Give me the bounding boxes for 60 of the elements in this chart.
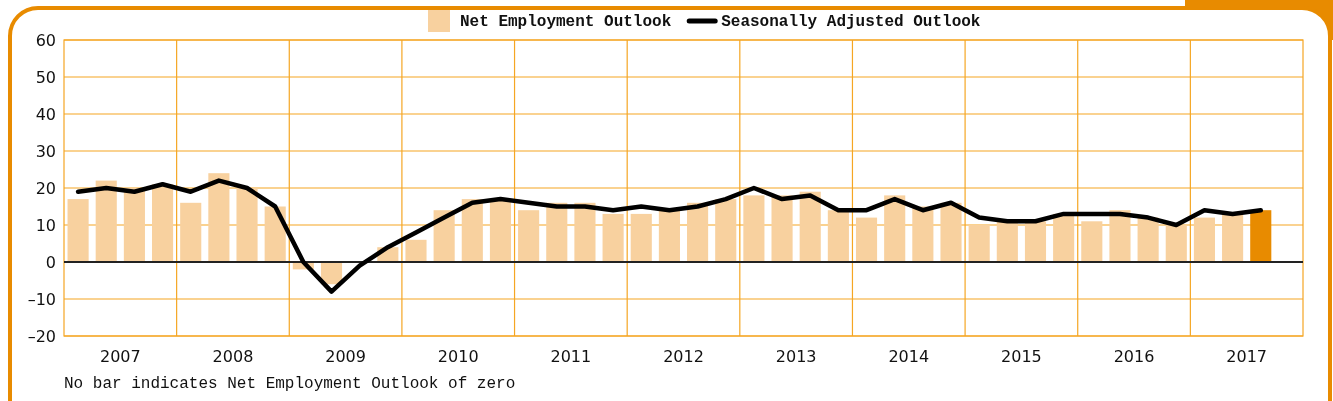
bar xyxy=(968,225,990,262)
bar xyxy=(658,210,680,262)
legend-label: Net Employment Outlook xyxy=(460,13,672,31)
bar xyxy=(180,202,202,262)
x-tick-label: 2009 xyxy=(325,347,366,366)
x-tick-label: 2014 xyxy=(888,347,930,366)
bar xyxy=(1109,210,1131,262)
bar xyxy=(912,206,934,262)
y-tick-label: 10 xyxy=(35,215,56,235)
y-tick-label: 0 xyxy=(45,252,56,272)
bar xyxy=(95,180,117,262)
bar xyxy=(1250,210,1272,262)
x-tick-label: 2013 xyxy=(775,347,817,366)
bar xyxy=(827,210,849,262)
bar xyxy=(1165,225,1187,262)
bar xyxy=(1053,213,1075,262)
text: No bar indicates Net Employment Outlook of zero xyxy=(64,375,516,393)
x-tick-label: 2012 xyxy=(663,347,704,366)
bar xyxy=(67,199,89,262)
bar xyxy=(405,239,427,262)
x-tick-label: 2011 xyxy=(550,347,592,366)
bar xyxy=(574,202,596,262)
line-series xyxy=(75,178,1264,294)
bar xyxy=(461,199,483,262)
bar xyxy=(940,202,962,262)
legend-label: Seasonally Adjusted Outlook xyxy=(721,13,981,31)
bar xyxy=(996,221,1018,262)
x-tick-label: 2016 xyxy=(1113,347,1155,366)
x-tick-label: 2007 xyxy=(99,347,141,366)
bar xyxy=(630,213,652,262)
bar xyxy=(743,195,765,262)
bar xyxy=(152,184,174,262)
y-tick-label: –20 xyxy=(27,326,56,346)
y-tick-label: 20 xyxy=(35,178,56,198)
bar xyxy=(855,217,878,262)
bar xyxy=(236,188,258,262)
x-tick-label: 2008 xyxy=(212,347,254,366)
bar xyxy=(1024,221,1047,262)
bar xyxy=(1193,217,1215,262)
bar xyxy=(715,199,737,262)
bar xyxy=(208,173,230,262)
x-tick-label: 2015 xyxy=(1001,347,1042,366)
x-tick-label: 2017 xyxy=(1226,347,1268,366)
y-tick-label: 30 xyxy=(35,141,56,161)
bar xyxy=(799,191,821,262)
y-tick-label: 40 xyxy=(35,104,56,124)
bar xyxy=(602,213,624,262)
bar xyxy=(1137,217,1159,262)
y-tick-label: 50 xyxy=(35,67,56,87)
x-tick-label: 2010 xyxy=(437,347,479,366)
y-tick-label: 60 xyxy=(35,30,56,50)
bar xyxy=(123,188,145,262)
y-tick-label: –10 xyxy=(27,289,56,309)
bar xyxy=(687,202,709,262)
bar xyxy=(771,195,793,262)
bar xyxy=(518,210,540,262)
bar xyxy=(884,195,906,262)
bar xyxy=(1222,213,1244,262)
bar xyxy=(489,199,512,262)
bar xyxy=(1081,221,1103,262)
